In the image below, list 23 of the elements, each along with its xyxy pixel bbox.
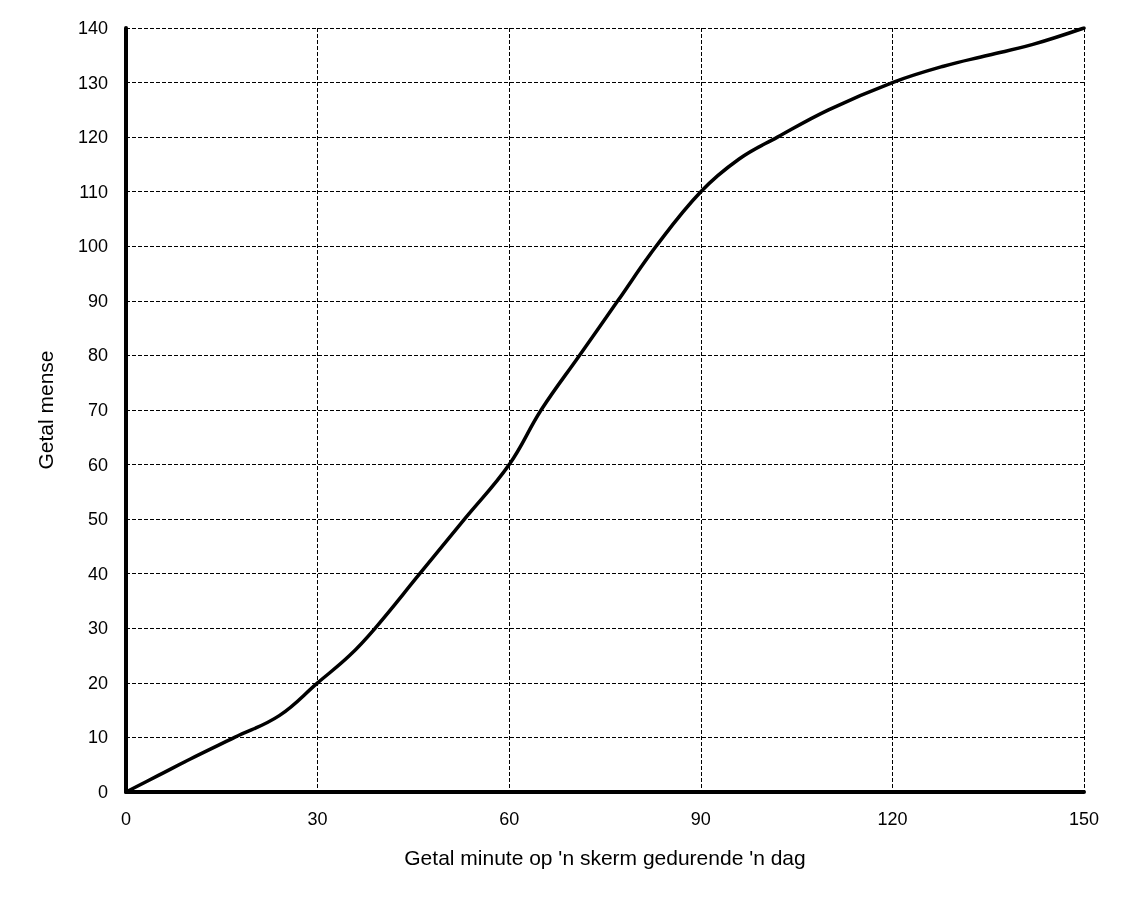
y-tick-label: 140 <box>77 18 108 38</box>
y-tick-label: 120 <box>77 127 108 148</box>
y-tick-label: 10 <box>87 727 108 748</box>
y-tick-label: 80 <box>87 345 108 366</box>
x-tick-label: 30 <box>307 809 328 829</box>
y-tick-label: 90 <box>87 290 108 311</box>
y-tick-label: 60 <box>87 454 108 475</box>
x-tick-label: 90 <box>690 809 711 829</box>
y-tick-label: 30 <box>87 618 108 639</box>
x-tick-label: 60 <box>499 809 520 829</box>
y-tick-label: 110 <box>79 181 108 202</box>
x-tick-label: 150 <box>1068 809 1100 829</box>
y-tick-label: 50 <box>87 509 108 530</box>
y-tick-label: 20 <box>87 672 108 693</box>
x-tick-label: 120 <box>877 809 908 829</box>
y-tick-label: 130 <box>77 72 108 93</box>
y-tick-label: 40 <box>87 563 108 584</box>
y-tick-label: 100 <box>77 236 108 257</box>
x-tick-label: 0 <box>120 809 132 829</box>
y-axis-title: Getal mense <box>34 350 57 470</box>
y-tick-label: 70 <box>87 400 108 420</box>
y-tick-label: 0 <box>97 782 108 802</box>
x-axis-title: Getal minute op 'n skerm gedurende 'n dag <box>404 846 806 869</box>
